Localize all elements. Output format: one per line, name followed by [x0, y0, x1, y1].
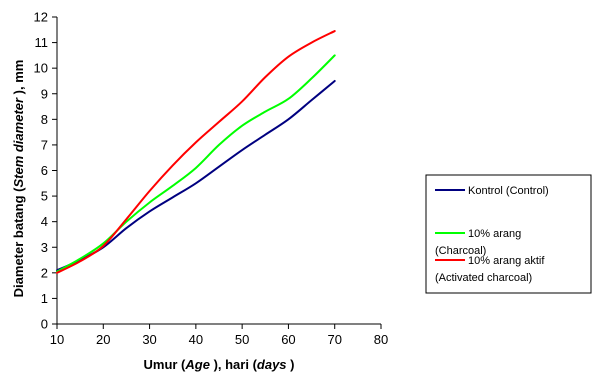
x-tick-label: 80 — [374, 332, 388, 347]
axis-title-part: ), mm — [11, 60, 26, 98]
y-tick-label: 2 — [41, 265, 48, 280]
legend-label-3: 10% arang aktif — [468, 255, 545, 267]
y-tick-label: 12 — [34, 10, 48, 25]
x-tick-label: 20 — [96, 332, 110, 347]
axis-title-part: Umur ( — [144, 357, 187, 372]
y-tick-label: 5 — [41, 189, 48, 204]
x-tick-label: 60 — [281, 332, 295, 347]
legend-label-2: (Charcoal) — [435, 245, 486, 257]
series-line-3 — [56, 30, 336, 274]
y-tick-label: 6 — [41, 163, 48, 178]
y-tick-label: 10 — [34, 61, 48, 76]
y-tick-label: 0 — [41, 317, 48, 332]
y-tick-label: 11 — [35, 35, 49, 50]
x-tick-labels: 10 20 30 40 50 60 70 80 — [50, 332, 388, 347]
axis-title-part: days — [257, 357, 287, 372]
legend: Kontrol (Control) 10% arang (Charcoal)10% … — [425, 174, 592, 294]
axis-title-part: ) — [287, 357, 295, 372]
y-tick-label: 9 — [41, 86, 48, 101]
x-tick-label: 70 — [327, 332, 341, 347]
y-tick-label: 1 — [41, 291, 48, 306]
legend-label-1: Kontrol (Control) — [468, 185, 549, 197]
x-tick-label: 50 — [235, 332, 249, 347]
y-tick-label: 3 — [41, 240, 48, 255]
axis-title-part: Age — [184, 357, 210, 372]
y-tick-label: 8 — [41, 112, 48, 127]
y-tick-label: 4 — [41, 214, 48, 229]
x-tick-label: 30 — [142, 332, 156, 347]
axes — [52, 16, 382, 329]
legend-label-3: (Activated charcoal) — [435, 272, 532, 284]
series-line-2 — [56, 54, 336, 273]
x-axis-title: Umur (Age ), hari (days ) — [144, 357, 295, 372]
series-line-1 — [56, 79, 336, 272]
x-tick-label: 40 — [189, 332, 203, 347]
y-axis-title: Diameter batang (Stem diameter ), mm — [11, 60, 26, 298]
legend-label-2: 10% arang — [468, 228, 521, 240]
axis-title-part: ), hari ( — [210, 357, 258, 372]
axis-title-part: Diameter batang ( — [11, 187, 26, 297]
axis-title-part: Stem diameter — [11, 97, 26, 188]
x-tick-label: 10 — [50, 332, 64, 347]
y-tick-label: 7 — [41, 137, 48, 152]
plot-series — [56, 30, 336, 274]
